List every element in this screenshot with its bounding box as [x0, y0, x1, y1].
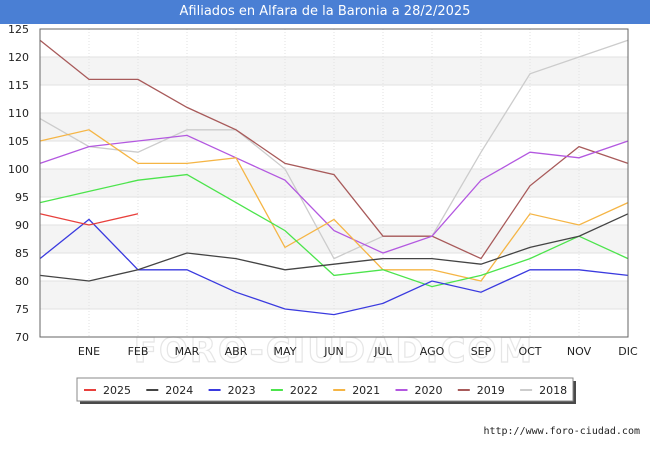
legend-label-2025: 2025	[103, 384, 131, 397]
plot-frame	[39, 28, 629, 338]
y-tick-label: 90	[15, 219, 29, 232]
y-tick-label: 85	[15, 247, 29, 260]
y-tick-label: 95	[15, 191, 29, 204]
plot-band	[40, 29, 628, 57]
legend-label-2022: 2022	[290, 384, 318, 397]
x-axis-labels: ENE FEB MAR ABR MAY JUN JUL AGO SEP OCT NOV DIC	[78, 345, 638, 358]
series-line-2020	[39, 134, 629, 254]
y-tick-label: 70	[15, 331, 29, 344]
x-tick-label: MAY	[274, 345, 297, 358]
series-line-2019	[39, 39, 629, 260]
x-tick-label: OCT	[518, 345, 541, 358]
x-tick-label: NOV	[567, 345, 592, 358]
chart-title: Afiliados en Alfara de la Baronia a 28/2…	[179, 4, 471, 19]
x-tick-label: DIC	[618, 345, 638, 358]
y-tick-label: 110	[8, 107, 29, 120]
plot-border	[39, 28, 629, 338]
grid-lines	[40, 28, 628, 338]
x-tick-label: AGO	[420, 345, 445, 358]
y-tick-label: 105	[8, 135, 29, 148]
legend-label-2018: 2018	[539, 384, 567, 397]
series-line-2024	[39, 213, 629, 282]
x-tick-label: JUL	[373, 345, 392, 358]
chart-title-bar: Afiliados en Alfara de la Baronia a 28/2…	[0, 0, 650, 24]
plot-band	[40, 197, 628, 225]
legend-label-2024: 2024	[165, 384, 193, 397]
legend-label-2020: 2020	[415, 384, 443, 397]
x-tick-label: SEP	[471, 345, 492, 358]
y-tick-label: 120	[8, 51, 29, 64]
series-line-2022	[39, 173, 629, 288]
y-tick-label: 125	[8, 24, 29, 36]
y-tick-label: 80	[15, 275, 29, 288]
series-lines	[39, 39, 629, 316]
x-tick-label: MAR	[175, 345, 200, 358]
legend-box	[76, 377, 574, 402]
plot-band	[40, 281, 628, 309]
series-line-2021	[39, 129, 629, 282]
source-url: http://www.foro-ciudad.com	[483, 426, 640, 437]
x-tick-label: ABR	[225, 345, 248, 358]
plot-band	[40, 113, 628, 141]
line-chart: FORO-CIUDAD.COM 707580859095100105110115…	[8, 24, 638, 404]
legend: 2025 2024 2023 2022 2021 2020 2019 2018	[76, 377, 576, 404]
series-line-2018	[39, 39, 629, 260]
x-tick-label: FEB	[128, 345, 149, 358]
y-axis-labels: 70 75 80 85 90 95 100 105 110 115 120 125	[8, 24, 29, 344]
x-tick-label: ENE	[78, 345, 100, 358]
series-line-2025	[39, 213, 139, 226]
y-tick-label: 115	[8, 79, 29, 92]
legend-label-2023: 2023	[228, 384, 256, 397]
legend-label-2019: 2019	[477, 384, 505, 397]
y-tick-label: 75	[15, 303, 29, 316]
legend-label-2021: 2021	[352, 384, 380, 397]
y-tick-label: 100	[8, 163, 29, 176]
x-tick-label: JUN	[323, 345, 344, 358]
